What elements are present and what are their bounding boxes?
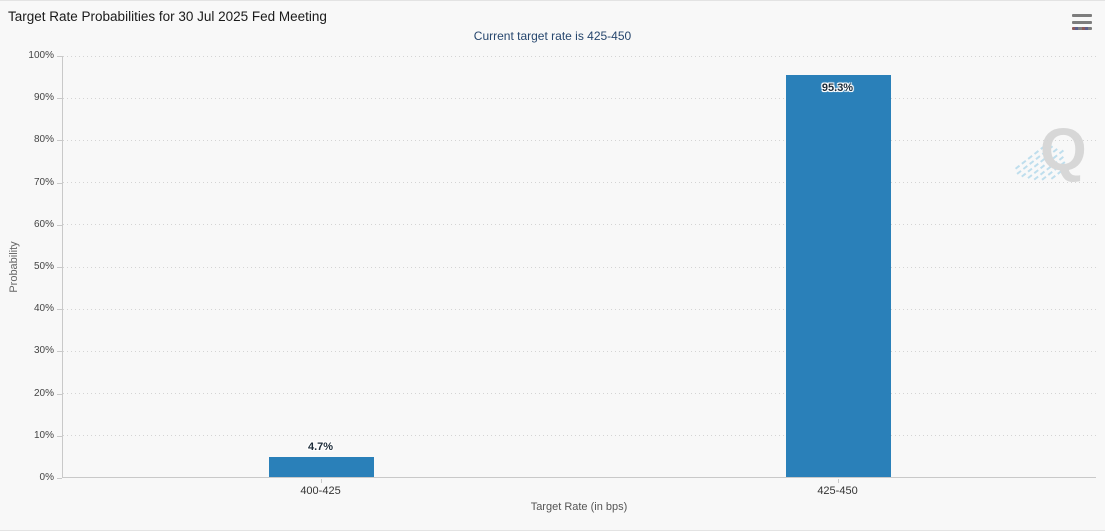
y-gridline	[63, 350, 1096, 352]
y-axis-tick	[57, 351, 62, 353]
y-gridline	[63, 266, 1096, 268]
bar-425-450[interactable]	[786, 74, 891, 477]
y-axis-tick	[57, 435, 62, 437]
x-axis-tick	[837, 479, 839, 483]
y-tick-label: 10%	[33, 429, 54, 441]
y-axis-tick	[57, 267, 62, 268]
y-gridline	[63, 97, 1096, 99]
y-gridline	[63, 308, 1096, 310]
chart-subtitle: Current target rate is 425-450	[473, 29, 632, 43]
y-tick-label: 0%	[39, 472, 54, 483]
x-axis-title: Target Rate (in bps)	[530, 501, 628, 513]
y-axis-tick	[57, 140, 62, 142]
watermark-letter: Q	[1040, 116, 1087, 183]
y-axis-tick	[57, 56, 62, 57]
y-tick-label: 30%	[33, 345, 54, 357]
chart-context-menu-button[interactable]	[1072, 14, 1092, 30]
quikstrike-q-watermark-icon: Q	[1014, 116, 1087, 183]
x-category-label: 400-425	[300, 485, 341, 497]
y-axis-tick	[57, 393, 62, 395]
y-axis-tick	[57, 478, 62, 479]
plot-area: Q	[62, 56, 1096, 478]
y-tick-label: 60%	[33, 218, 54, 230]
hamburger-menu-icon	[1072, 20, 1092, 24]
bar-value-label: 4.7%	[307, 441, 334, 454]
bar-400-425[interactable]	[269, 457, 374, 477]
y-gridline	[63, 435, 1096, 437]
y-tick-label: 90%	[33, 92, 54, 104]
bar-value-label: 95.3%	[821, 81, 854, 94]
y-tick-label: 50%	[33, 261, 54, 272]
y-gridline	[63, 393, 1096, 395]
y-gridline	[63, 224, 1096, 226]
x-axis-tick	[320, 479, 322, 483]
y-axis-tick	[57, 224, 62, 226]
y-tick-label: 70%	[33, 176, 54, 188]
y-axis-tick	[57, 309, 62, 311]
y-gridline	[63, 56, 1096, 57]
y-gridline	[63, 182, 1096, 184]
hamburger-menu-icon	[1072, 14, 1092, 17]
y-gridline	[63, 139, 1096, 141]
y-axis-tick	[57, 182, 62, 184]
x-category-label: 425-450	[817, 485, 858, 497]
hamburger-menu-icon	[1072, 27, 1092, 30]
chart-title: Target Rate Probabilities for 30 Jul 202…	[8, 9, 327, 24]
y-tick-label: 100%	[28, 50, 54, 61]
y-tick-label: 40%	[33, 303, 54, 315]
y-tick-label: 80%	[33, 134, 54, 146]
y-axis-tick	[57, 98, 62, 100]
y-tick-label: 20%	[33, 387, 54, 399]
